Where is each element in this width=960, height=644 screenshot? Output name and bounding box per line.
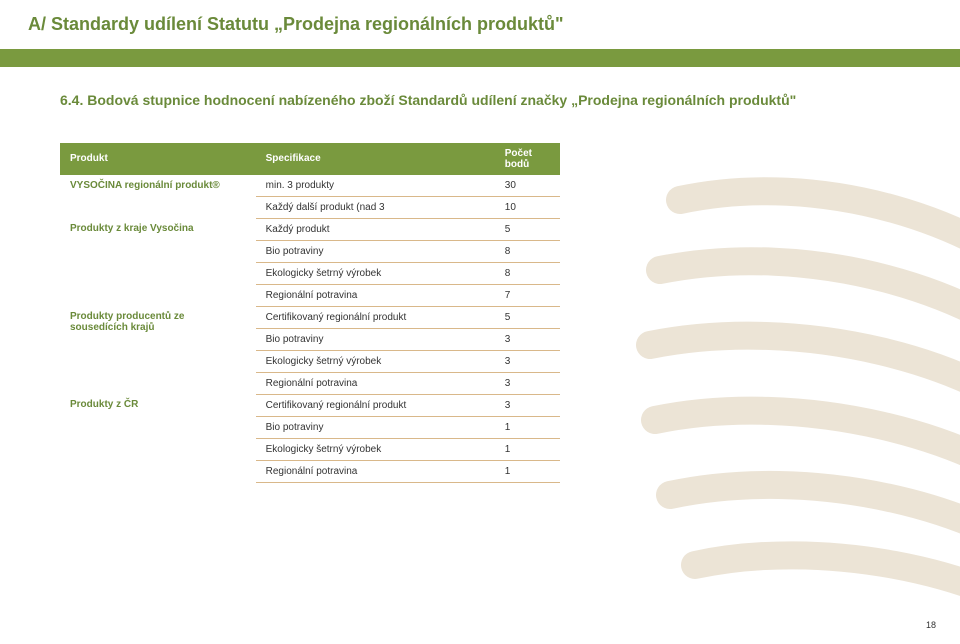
points-cell: 1 [495, 460, 560, 482]
product-label: VYSOČINA regionální produkt® [60, 175, 256, 219]
spec-cell: Bio potraviny [256, 416, 495, 438]
spec-cell: Certifikovaný regionální produkt [256, 306, 495, 328]
table-row: Produkty producentů ze sousedících krajů… [60, 306, 560, 328]
points-cell: 1 [495, 438, 560, 460]
background-stripes [560, 160, 960, 640]
spec-cell: Regionální potravina [256, 372, 495, 394]
product-label: Produkty z kraje Vysočina [60, 218, 256, 306]
points-cell: 3 [495, 372, 560, 394]
product-label: Produkty producentů ze sousedících krajů [60, 306, 256, 394]
spec-cell: Certifikovaný regionální produkt [256, 394, 495, 416]
spec-cell: Každý další produkt (nad 3 [256, 196, 495, 218]
spec-cell: min. 3 produkty [256, 175, 495, 197]
points-cell: 8 [495, 262, 560, 284]
table-row: Produkty z ČRCertifikovaný regionální pr… [60, 394, 560, 416]
col-header-product: Produkt [60, 143, 256, 175]
points-cell: 3 [495, 350, 560, 372]
scoring-table: Produkt Specifikace Počet bodů VYSOČINA … [60, 143, 560, 483]
spec-cell: Regionální potravina [256, 460, 495, 482]
table-row: Produkty z kraje VysočinaKaždý produkt5 [60, 218, 560, 240]
section-heading: 6.4. Bodová stupnice hodnocení nabízenéh… [0, 67, 960, 111]
points-cell: 8 [495, 240, 560, 262]
spec-cell: Ekologicky šetrný výrobek [256, 438, 495, 460]
spec-cell: Bio potraviny [256, 240, 495, 262]
spec-cell: Ekologicky šetrný výrobek [256, 350, 495, 372]
table-row: VYSOČINA regionální produkt®min. 3 produ… [60, 175, 560, 197]
points-cell: 1 [495, 416, 560, 438]
points-cell: 10 [495, 196, 560, 218]
points-cell: 5 [495, 218, 560, 240]
col-header-points: Počet bodů [495, 143, 560, 175]
scoring-table-wrap: Produkt Specifikace Počet bodů VYSOČINA … [0, 111, 560, 483]
points-cell: 3 [495, 328, 560, 350]
points-cell: 7 [495, 284, 560, 306]
spec-cell: Ekologicky šetrný výrobek [256, 262, 495, 284]
points-cell: 30 [495, 175, 560, 197]
spec-cell: Každý produkt [256, 218, 495, 240]
product-label: Produkty z ČR [60, 394, 256, 482]
header-bar [0, 49, 960, 67]
spec-cell: Regionální potravina [256, 284, 495, 306]
spec-cell: Bio potraviny [256, 328, 495, 350]
col-header-spec: Specifikace [256, 143, 495, 175]
points-cell: 5 [495, 306, 560, 328]
page-title: A/ Standardy udílení Statutu „Prodejna r… [0, 0, 960, 49]
points-cell: 3 [495, 394, 560, 416]
page-number: 18 [926, 620, 936, 630]
